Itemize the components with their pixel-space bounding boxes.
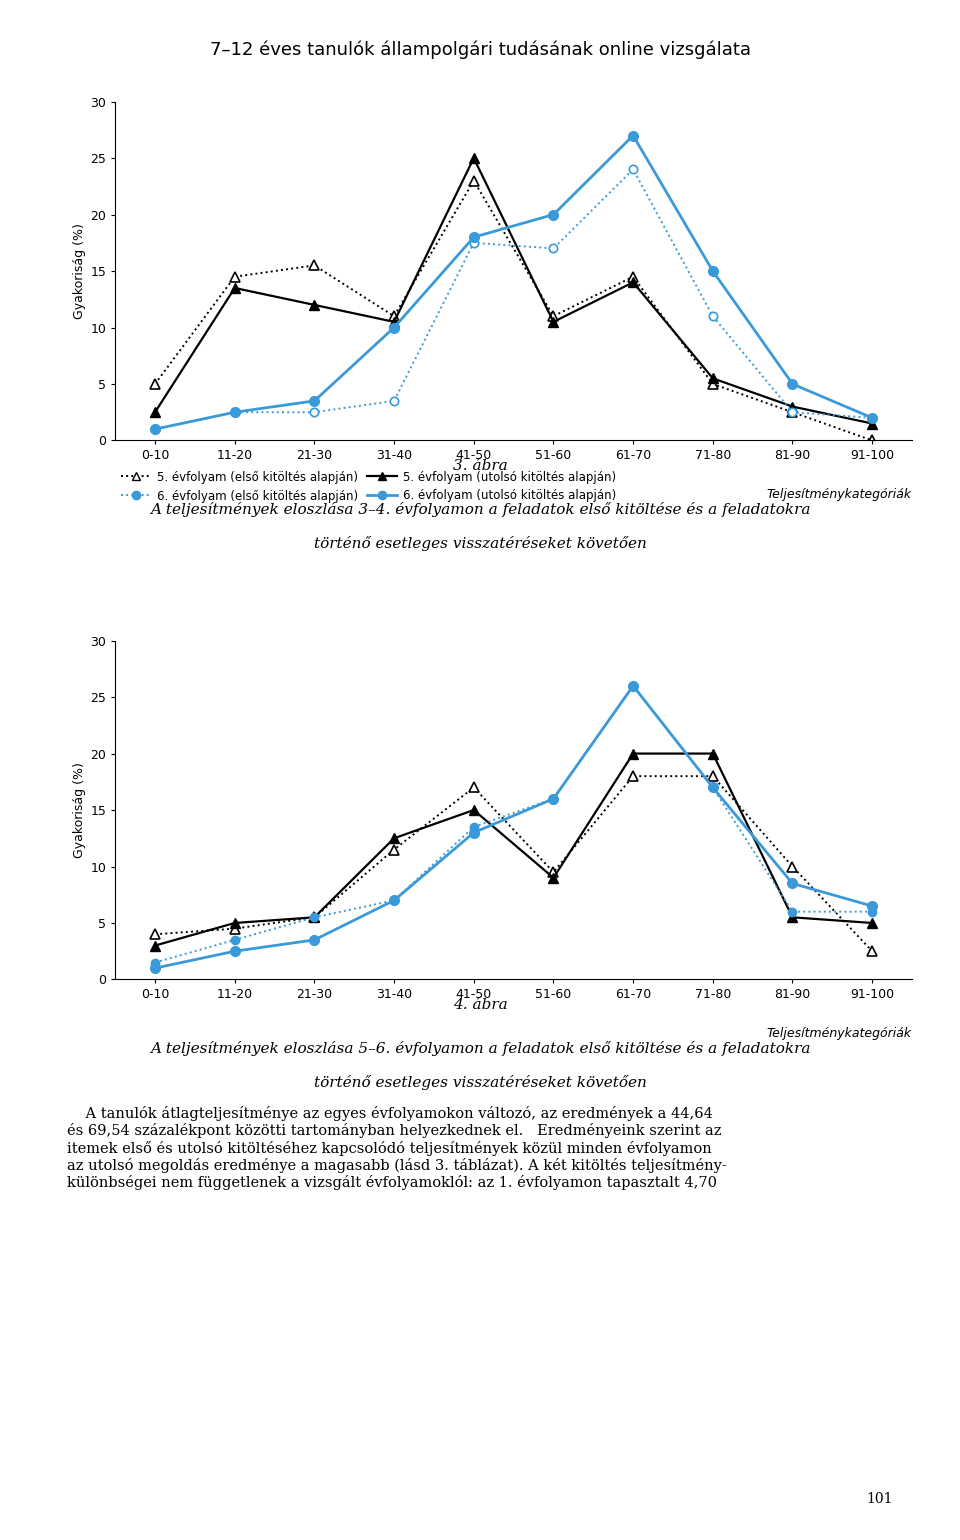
Text: Teljesítménykategóriák: Teljesítménykategóriák — [767, 1027, 912, 1040]
Text: Teljesítménykategóriák: Teljesítménykategóriák — [767, 488, 912, 500]
Text: 4. ábra: 4. ábra — [452, 998, 508, 1012]
Text: 101: 101 — [866, 1492, 893, 1506]
Text: A teljesítmények eloszlása 3–4. évfolyamon a feladatok első kitöltése és a felad: A teljesítmények eloszlása 3–4. évfolyam… — [150, 502, 810, 517]
Text: A tanulók átlagteljesítménye az egyes évfolyamokon változó, az eredmények a 44,6: A tanulók átlagteljesítménye az egyes év… — [67, 1106, 727, 1190]
Text: 3. ábra: 3. ábra — [452, 459, 508, 473]
Text: A teljesítmények eloszlása 5–6. évfolyamon a feladatok első kitöltése és a felad: A teljesítmények eloszlása 5–6. évfolyam… — [150, 1041, 810, 1056]
Y-axis label: Gyakoriság (%): Gyakoriság (%) — [73, 762, 86, 858]
Legend: 5. évfolyam (első kitöltés alapján), 6. évfolyam (első kitöltés alapján), 5. évf: 5. évfolyam (első kitöltés alapján), 6. … — [121, 470, 615, 502]
Y-axis label: Gyakoriság (%): Gyakoriság (%) — [73, 223, 86, 319]
Text: 7–12 éves tanulók állampolgári tudásának online vizsgálata: 7–12 éves tanulók állampolgári tudásának… — [209, 40, 751, 59]
Text: történő esetleges visszatéréseket követően: történő esetleges visszatéréseket követő… — [314, 1075, 646, 1090]
Text: történő esetleges visszatéréseket követően: történő esetleges visszatéréseket követő… — [314, 536, 646, 551]
